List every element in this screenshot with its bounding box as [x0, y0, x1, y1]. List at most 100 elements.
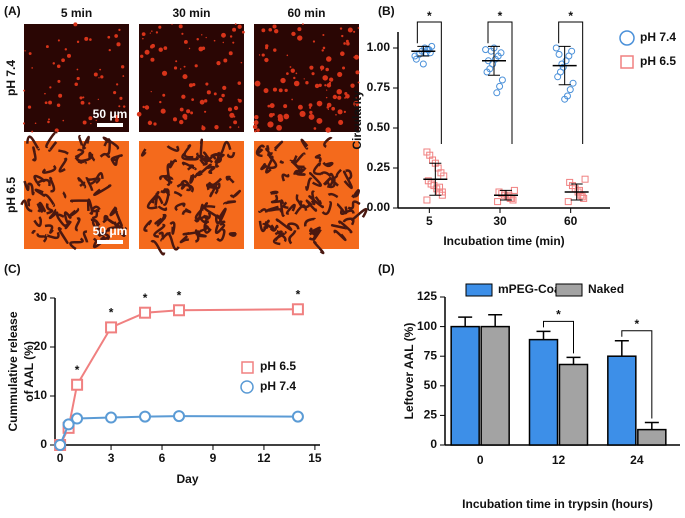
network: [214, 223, 226, 234]
y-tick-label: 0.50: [367, 120, 391, 134]
droplet: [62, 119, 65, 122]
bar: [480, 325, 510, 446]
network: [44, 224, 54, 234]
droplet: [295, 72, 298, 75]
droplet: [178, 24, 183, 29]
droplet: [116, 83, 119, 86]
network: [158, 231, 165, 238]
droplet: [199, 99, 205, 105]
network: [45, 131, 58, 149]
network: [91, 205, 101, 213]
droplet: [44, 101, 48, 105]
network: [225, 175, 235, 184]
network: [77, 153, 94, 164]
droplet: [144, 105, 150, 110]
significance-label: *: [634, 317, 639, 331]
droplet: [326, 56, 332, 62]
droplet: [84, 36, 89, 41]
network: [305, 199, 318, 212]
droplet: [272, 24, 277, 29]
point: [424, 177, 432, 185]
network: [262, 222, 269, 230]
droplet: [191, 98, 195, 102]
droplet: [317, 100, 320, 103]
y-tick-label: 125: [417, 289, 437, 303]
point: [105, 411, 118, 424]
droplet: [223, 58, 228, 63]
network: [264, 220, 275, 230]
network: [150, 239, 166, 256]
network: [153, 223, 166, 238]
network: [186, 164, 195, 171]
droplet: [114, 34, 118, 38]
droplet: [183, 116, 188, 120]
network: [36, 232, 48, 243]
droplet: [122, 105, 126, 108]
error-bar: [488, 314, 503, 327]
point: [493, 89, 501, 97]
micrograph-bg: [139, 24, 244, 132]
droplet: [159, 100, 162, 104]
significance-label: *: [143, 291, 148, 305]
droplet: [271, 113, 275, 116]
droplet: [264, 57, 269, 63]
network: [182, 230, 201, 236]
droplet: [47, 120, 50, 124]
network: [312, 162, 321, 176]
droplet: [337, 95, 342, 100]
y-tick-label: 20: [34, 339, 48, 353]
network: [228, 232, 237, 237]
droplet: [179, 119, 184, 125]
droplet: [144, 49, 150, 55]
droplet: [254, 130, 257, 133]
significance-label: *: [75, 363, 80, 377]
point: [564, 198, 572, 206]
micrograph: [139, 138, 244, 256]
droplet: [329, 77, 334, 82]
droplet: [205, 36, 207, 39]
droplet: [172, 117, 178, 122]
droplet: [213, 39, 216, 42]
network: [273, 230, 283, 243]
droplet: [31, 130, 34, 133]
droplet: [214, 124, 219, 130]
network: [115, 210, 123, 227]
legend-marker: [555, 283, 583, 297]
droplet: [113, 91, 117, 95]
micrograph: [136, 23, 245, 132]
droplet: [201, 126, 206, 131]
droplet: [302, 23, 304, 26]
legend-label: pH 7.4: [640, 30, 676, 44]
point: [566, 178, 574, 186]
droplet: [232, 41, 235, 44]
x-tick-label: 12: [552, 453, 566, 467]
point: [498, 76, 506, 84]
droplet: [267, 121, 274, 128]
droplet: [186, 109, 191, 114]
network: [26, 135, 40, 151]
network: [74, 217, 81, 232]
network: [300, 138, 309, 150]
droplet: [263, 88, 269, 94]
error-bar: [458, 316, 473, 327]
droplet: [354, 97, 358, 100]
droplet: [293, 80, 300, 87]
droplet: [179, 107, 184, 112]
network: [288, 230, 297, 245]
network: [203, 220, 212, 234]
droplet: [136, 111, 142, 117]
network: [265, 147, 273, 156]
network: [33, 216, 43, 227]
scale-bar-label: 50 μm: [93, 107, 128, 121]
droplet: [142, 37, 144, 40]
droplet: [325, 96, 328, 99]
network: [31, 229, 36, 235]
point: [561, 95, 569, 103]
network: [217, 207, 227, 225]
droplet: [265, 46, 269, 50]
network: [140, 148, 147, 157]
network: [323, 176, 332, 186]
droplet: [48, 100, 52, 105]
network: [194, 229, 200, 243]
y-tick-label: 0.75: [367, 80, 391, 94]
